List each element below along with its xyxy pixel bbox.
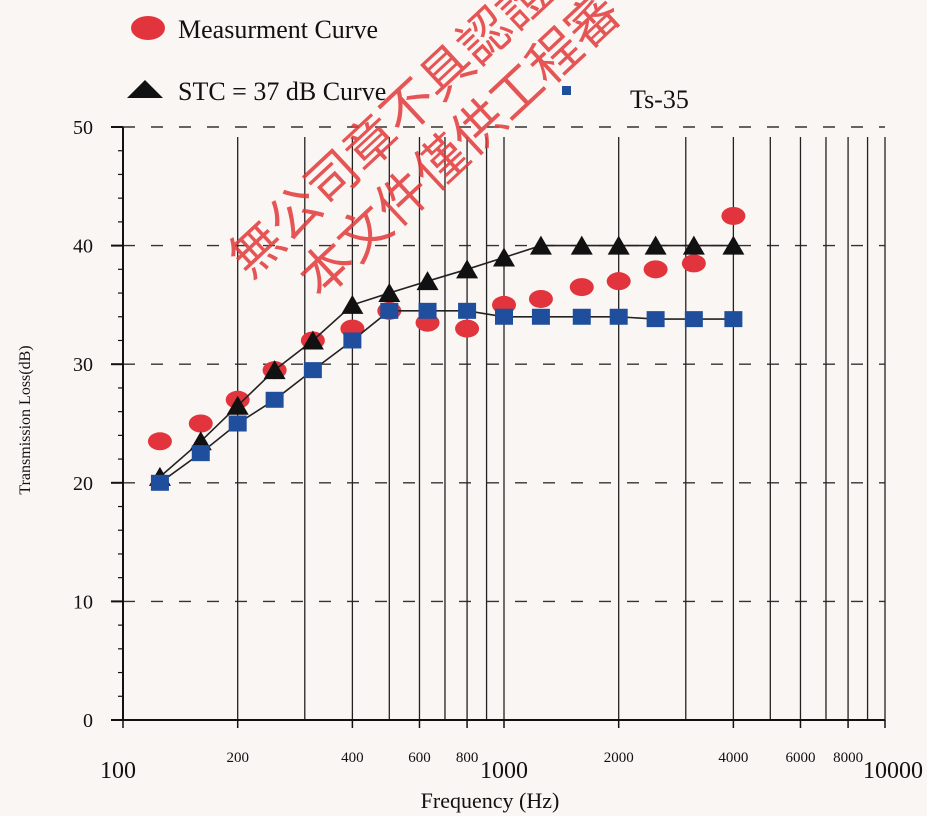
measurement-point	[147, 432, 172, 451]
ts35-point	[531, 308, 550, 325]
measurement-point	[188, 414, 213, 433]
legend: Measurment Curve STC = 37 dB Curve Ts-35	[127, 15, 689, 114]
y-tick-label: 0	[83, 710, 93, 732]
x-tick-label: 4000	[718, 750, 748, 766]
stc-point	[722, 235, 745, 255]
ts35-point	[646, 311, 665, 328]
stc-point	[682, 235, 705, 255]
x-tick-label: 800	[456, 750, 479, 766]
legend-circle-icon	[131, 16, 165, 40]
y-tick-label: 50	[73, 117, 93, 139]
ts35-point	[458, 302, 477, 319]
x-tick-label: 600	[408, 750, 431, 766]
ts35-point	[150, 474, 169, 491]
y-tick-label: 40	[73, 236, 93, 258]
series-line	[159, 244, 734, 478]
legend-triangle-icon	[127, 80, 163, 98]
stc-point	[529, 235, 552, 255]
measurement-point	[681, 254, 706, 273]
measurement-point	[528, 289, 553, 308]
ts35-point	[495, 308, 513, 325]
ts35-point	[265, 391, 284, 408]
measurement-point	[455, 319, 480, 338]
stc-point	[263, 360, 286, 380]
stc-point	[226, 395, 249, 415]
ts35-point	[572, 308, 591, 325]
y-tick-label: 20	[73, 473, 93, 495]
x-axis-title: Frequency (Hz)	[421, 788, 560, 813]
x-tick-label: 2000	[604, 750, 634, 766]
legend-square-icon	[562, 86, 571, 95]
stc-point	[378, 283, 401, 303]
ts35-point	[609, 308, 628, 325]
ts35-point	[191, 445, 210, 462]
stc-point	[341, 294, 364, 314]
series-line	[159, 309, 734, 484]
x-ticks: 100 200 400 600 800 1000 2000 4000 6000 8000 10000	[100, 720, 923, 784]
x-tick-label: 100	[100, 758, 136, 784]
ts35-point	[228, 415, 247, 432]
stc-point	[570, 235, 593, 255]
series-layer	[147, 206, 746, 491]
legend-label-measurement: Measurment Curve	[178, 15, 378, 44]
y-axis-title: Transmission Loss(dB)	[17, 345, 34, 494]
measurement-point	[643, 260, 668, 279]
watermark: 無公司章不具認證 本文件僅供工程審	[218, 0, 633, 310]
stc-point	[416, 271, 439, 291]
ts35-point	[343, 332, 362, 349]
x-tick-label: 10000	[863, 758, 923, 784]
stc-point	[301, 330, 324, 350]
ts35-point	[724, 311, 743, 328]
measurement-point	[721, 206, 746, 225]
y-tick-label: 30	[73, 354, 93, 376]
y-tick-label: 10	[73, 591, 93, 613]
stc-point	[493, 247, 515, 267]
grid-minor	[237, 137, 886, 720]
ts35-point	[418, 302, 437, 319]
stc-point	[644, 235, 667, 255]
ts35-point	[303, 362, 322, 379]
x-tick-label: 6000	[785, 750, 815, 766]
ts35-point	[684, 311, 703, 328]
legend-label-stc: STC = 37 dB Curve	[178, 77, 386, 106]
ts35-point	[380, 302, 399, 319]
stc-point	[607, 235, 630, 255]
x-tick-label: 400	[341, 750, 364, 766]
measurement-point	[606, 272, 631, 291]
series-2	[150, 302, 743, 491]
stc-point	[456, 259, 479, 279]
y-ticks: 0 10 20 30 40 50	[73, 117, 123, 732]
x-tick-label: 8000	[833, 750, 863, 766]
measurement-point	[569, 278, 594, 297]
legend-label-ts35: Ts-35	[630, 85, 689, 114]
x-tick-label: 200	[226, 750, 249, 766]
series-1	[148, 235, 745, 486]
x-tick-label: 1000	[480, 758, 528, 784]
